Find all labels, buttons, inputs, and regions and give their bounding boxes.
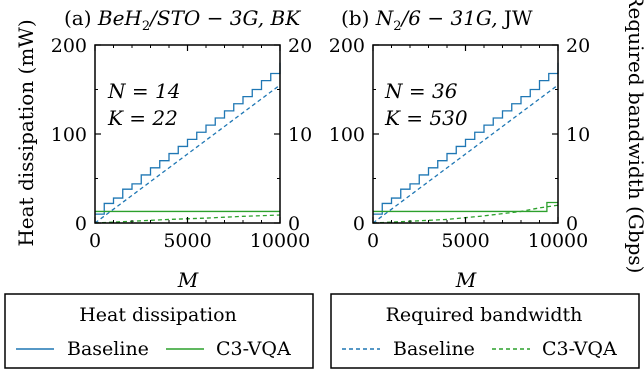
panel-b: (b) N2/6 − 31G, JW N = 36 K = 530 0 5000 1… — [329, 0, 644, 292]
legend-label-baseline: Baseline — [393, 338, 475, 360]
y-right-tick-label: 0 — [288, 213, 300, 235]
x-tick-label: 0 — [89, 230, 101, 252]
series-baseline-heat — [373, 62, 559, 215]
legend-label-c3vqa: C3-VQA — [542, 338, 617, 360]
y-left-tick-label: 100 — [51, 124, 87, 146]
legend-box — [4, 293, 314, 369]
panel-a: (a) BeH2/STO − 3G, BK N = 14 K = 22 0 500… — [14, 6, 312, 292]
x-axis-label-a: M — [177, 268, 199, 292]
annotation-k: K = 22 — [107, 106, 178, 130]
x-tick-label: 5000 — [441, 230, 489, 252]
y-right-tick-label: 20 — [566, 35, 590, 57]
legend-label-baseline: Baseline — [67, 338, 149, 360]
x-tick-label: 0 — [367, 230, 379, 252]
y-right-tick-label: 20 — [288, 35, 312, 57]
y-right-tick-label: 10 — [566, 124, 590, 146]
series-baseline-heat — [95, 62, 281, 215]
annotation-k: K = 530 — [384, 106, 468, 130]
annotation-n: N = 14 — [107, 79, 180, 103]
legend-heat-dissipation: Heat dissipation Baseline C3-VQA — [4, 293, 314, 369]
y-axis-label-left: Heat dissipation (mW) — [14, 19, 38, 246]
panel-a-title: (a) BeH2/STO − 3G, BK — [64, 6, 301, 34]
legend-label-c3vqa: C3-VQA — [216, 338, 291, 360]
y-axis-label-right: Required bandwidth (Gbps) — [624, 0, 644, 274]
y-right-tick-label: 10 — [288, 124, 312, 146]
x-tick-label: 10000 — [528, 230, 588, 252]
series-baseline-bandwidth — [372, 84, 559, 224]
x-tick-label: 5000 — [163, 230, 211, 252]
series-baseline-bandwidth — [94, 84, 281, 224]
y-left-tick-label: 0 — [75, 213, 87, 235]
y-left-tick-label: 0 — [353, 213, 365, 235]
annotation-n: N = 36 — [384, 79, 458, 103]
legend-required-bandwidth: Required bandwidth Baseline C3-VQA — [330, 293, 640, 369]
x-axis-label-b: M — [455, 268, 477, 292]
legend-box — [330, 293, 640, 369]
legend-title: Required bandwidth — [386, 304, 583, 326]
legend-title: Heat dissipation — [79, 304, 237, 326]
y-left-tick-label: 100 — [329, 124, 365, 146]
x-tick-label: 10000 — [250, 230, 310, 252]
y-right-tick-label: 0 — [566, 213, 578, 235]
panel-b-title: (b) N2/6 − 31G, JW — [341, 6, 533, 34]
y-left-tick-label: 200 — [51, 35, 87, 57]
series-c3vqa-heat — [373, 201, 558, 213]
y-left-tick-label: 200 — [329, 35, 365, 57]
